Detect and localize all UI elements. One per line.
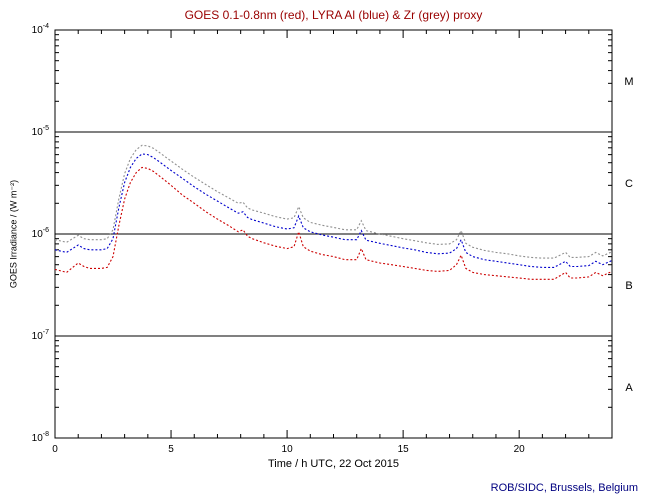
y-tick-label: 10-5 xyxy=(32,125,49,138)
x-axis-ticks: 0 5 10 15 20 xyxy=(52,30,613,455)
y-tick-label: 10-8 xyxy=(32,431,49,444)
flare-class-label-a: A xyxy=(625,382,633,394)
series-lyra-zr xyxy=(54,144,613,259)
series-lyra-al xyxy=(54,153,613,268)
y-tick-label: 10-7 xyxy=(32,329,49,342)
series-goes xyxy=(54,166,613,280)
chart-title: GOES 0.1-0.8nm (red), LYRA Al (blue) & Z… xyxy=(184,8,483,22)
x-tick-label: 20 xyxy=(514,444,526,455)
x-tick-label: 0 xyxy=(52,444,58,455)
y-tick-label: 10-6 xyxy=(32,227,49,240)
x-axis-label: Time / h UTC, 22 Oct 2015 xyxy=(267,458,400,470)
x-tick-label: 10 xyxy=(282,444,294,455)
flare-class-label-c: C xyxy=(625,178,633,190)
y-tick-label: 10-4 xyxy=(32,23,49,36)
x-tick-label: 5 xyxy=(168,444,174,455)
flare-class-label-m: M xyxy=(624,76,633,88)
footer-credit: ROB/SIDC, Brussels, Belgium xyxy=(490,482,638,494)
y-axis-label: GOES Irradiance / (W m⁻²) xyxy=(8,179,19,289)
x-tick-label: 15 xyxy=(398,444,410,455)
flare-class-label-b: B xyxy=(625,280,632,292)
